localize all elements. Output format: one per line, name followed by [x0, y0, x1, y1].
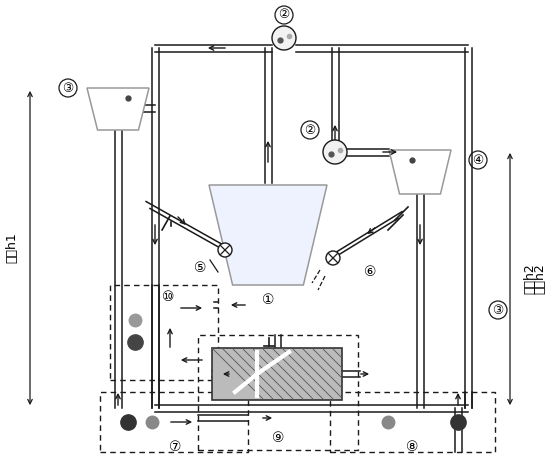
Text: ③: ③	[63, 82, 74, 95]
Polygon shape	[87, 88, 149, 130]
Text: ③: ③	[493, 303, 504, 316]
Bar	[198, 335, 358, 450]
Text: 高度h2: 高度h2	[534, 264, 546, 295]
Circle shape	[272, 26, 296, 50]
Bar	[110, 285, 218, 380]
Circle shape	[218, 243, 232, 257]
Text: ⑥: ⑥	[364, 265, 376, 279]
Bar	[100, 392, 248, 452]
Text: ④: ④	[473, 153, 484, 166]
Text: ②: ②	[304, 123, 316, 137]
Bar	[330, 392, 495, 452]
Text: ①: ①	[261, 293, 274, 307]
Circle shape	[323, 140, 347, 164]
Text: 高度h2: 高度h2	[524, 264, 536, 295]
Circle shape	[326, 251, 340, 265]
Text: ⑦: ⑦	[169, 440, 181, 454]
Text: ⑧: ⑧	[406, 440, 418, 454]
Bar	[212, 348, 342, 400]
Polygon shape	[209, 185, 327, 285]
Text: ⑤: ⑤	[194, 261, 206, 275]
Text: ⑨: ⑨	[272, 431, 284, 445]
Text: 高度h1: 高度h1	[6, 233, 18, 263]
Text: ②: ②	[278, 8, 290, 21]
Polygon shape	[389, 150, 451, 194]
Text: ⑩: ⑩	[162, 290, 175, 304]
